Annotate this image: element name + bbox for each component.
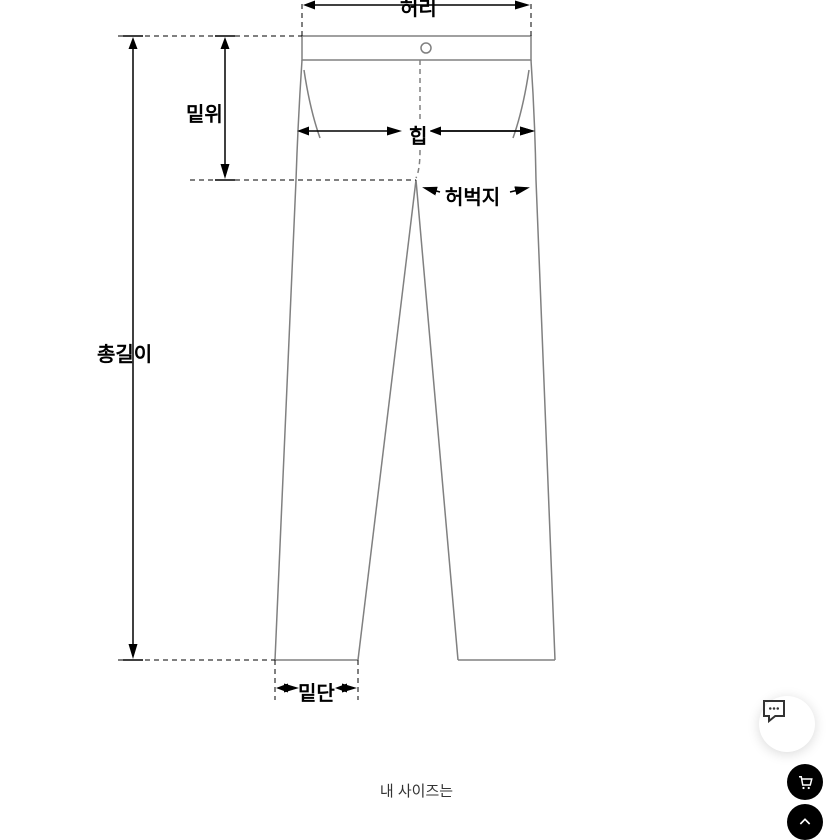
label-hem: 밑단 [298,677,335,706]
caption-my-size: 내 사이즈는 [0,780,833,801]
chat-button[interactable] [759,696,815,752]
chevron-up-icon [797,814,813,830]
cart-icon [796,773,814,791]
dim-thigh-right-arrow [510,188,527,192]
label-hip: 힙 [406,120,430,149]
scroll-top-button[interactable] [787,804,823,840]
label-thigh: 허벅지 [445,181,500,210]
dim-thigh-left-arrow [425,188,440,192]
cart-button[interactable] [787,764,823,800]
chat-icon [759,696,789,726]
label-total-length: 총길이 [97,338,152,367]
label-waist: 허리 [400,0,437,21]
label-rise: 밑위 [186,98,223,127]
size-guide-canvas: 허리 밑위 힙 허벅지 총길이 밑단 내 사이즈는 [0,0,833,833]
